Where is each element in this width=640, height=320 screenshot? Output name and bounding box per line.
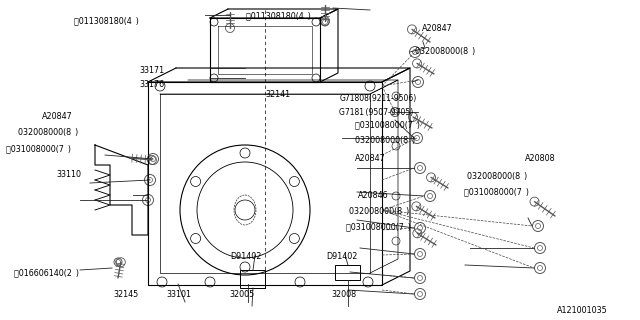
Text: Ⓑ011308180(4 ): Ⓑ011308180(4 ) [246, 12, 311, 20]
Text: 032008000(8 ): 032008000(8 ) [349, 207, 409, 216]
Text: 032008000(8 ): 032008000(8 ) [355, 136, 415, 145]
Text: 32141: 32141 [266, 90, 291, 99]
Text: Ⓜ031008000(7 ): Ⓜ031008000(7 ) [464, 188, 529, 196]
Text: 32008: 32008 [332, 290, 356, 299]
Text: A20847: A20847 [422, 24, 453, 33]
Text: 32145: 32145 [114, 290, 139, 299]
Bar [240, 270, 265, 288]
Text: A20847: A20847 [42, 112, 72, 121]
Text: A20808: A20808 [525, 154, 556, 163]
Text: Ⓑ011308180(4 ): Ⓑ011308180(4 ) [74, 16, 138, 25]
Text: A20847: A20847 [355, 154, 386, 163]
Text: 33171: 33171 [140, 66, 164, 75]
Text: D91402: D91402 [326, 252, 358, 261]
Text: 33101: 33101 [166, 290, 191, 299]
Text: 33110: 33110 [56, 170, 81, 179]
Text: 032008000(8 ): 032008000(8 ) [18, 128, 78, 137]
Text: Ⓜ031008000(7 ): Ⓜ031008000(7 ) [355, 120, 420, 129]
Text: A121001035: A121001035 [557, 306, 607, 315]
Text: G71808(9211-9506): G71808(9211-9506) [339, 94, 417, 103]
Text: 032008000(8 ): 032008000(8 ) [415, 47, 475, 56]
Text: Ⓜ031008000(7 ): Ⓜ031008000(7 ) [346, 223, 411, 232]
Text: D91402: D91402 [230, 252, 262, 261]
Text: Ⓑ016606140(2 ): Ⓑ016606140(2 ) [14, 268, 79, 277]
Text: G7181 (9507-9705): G7181 (9507-9705) [339, 108, 413, 116]
Text: 32005: 32005 [229, 290, 254, 299]
Text: 032008000(8 ): 032008000(8 ) [467, 172, 527, 181]
Text: 33176: 33176 [140, 80, 164, 89]
Bar [335, 265, 360, 280]
Text: A20846: A20846 [358, 191, 389, 200]
Text: Ⓜ031008000(7 ): Ⓜ031008000(7 ) [6, 144, 72, 153]
